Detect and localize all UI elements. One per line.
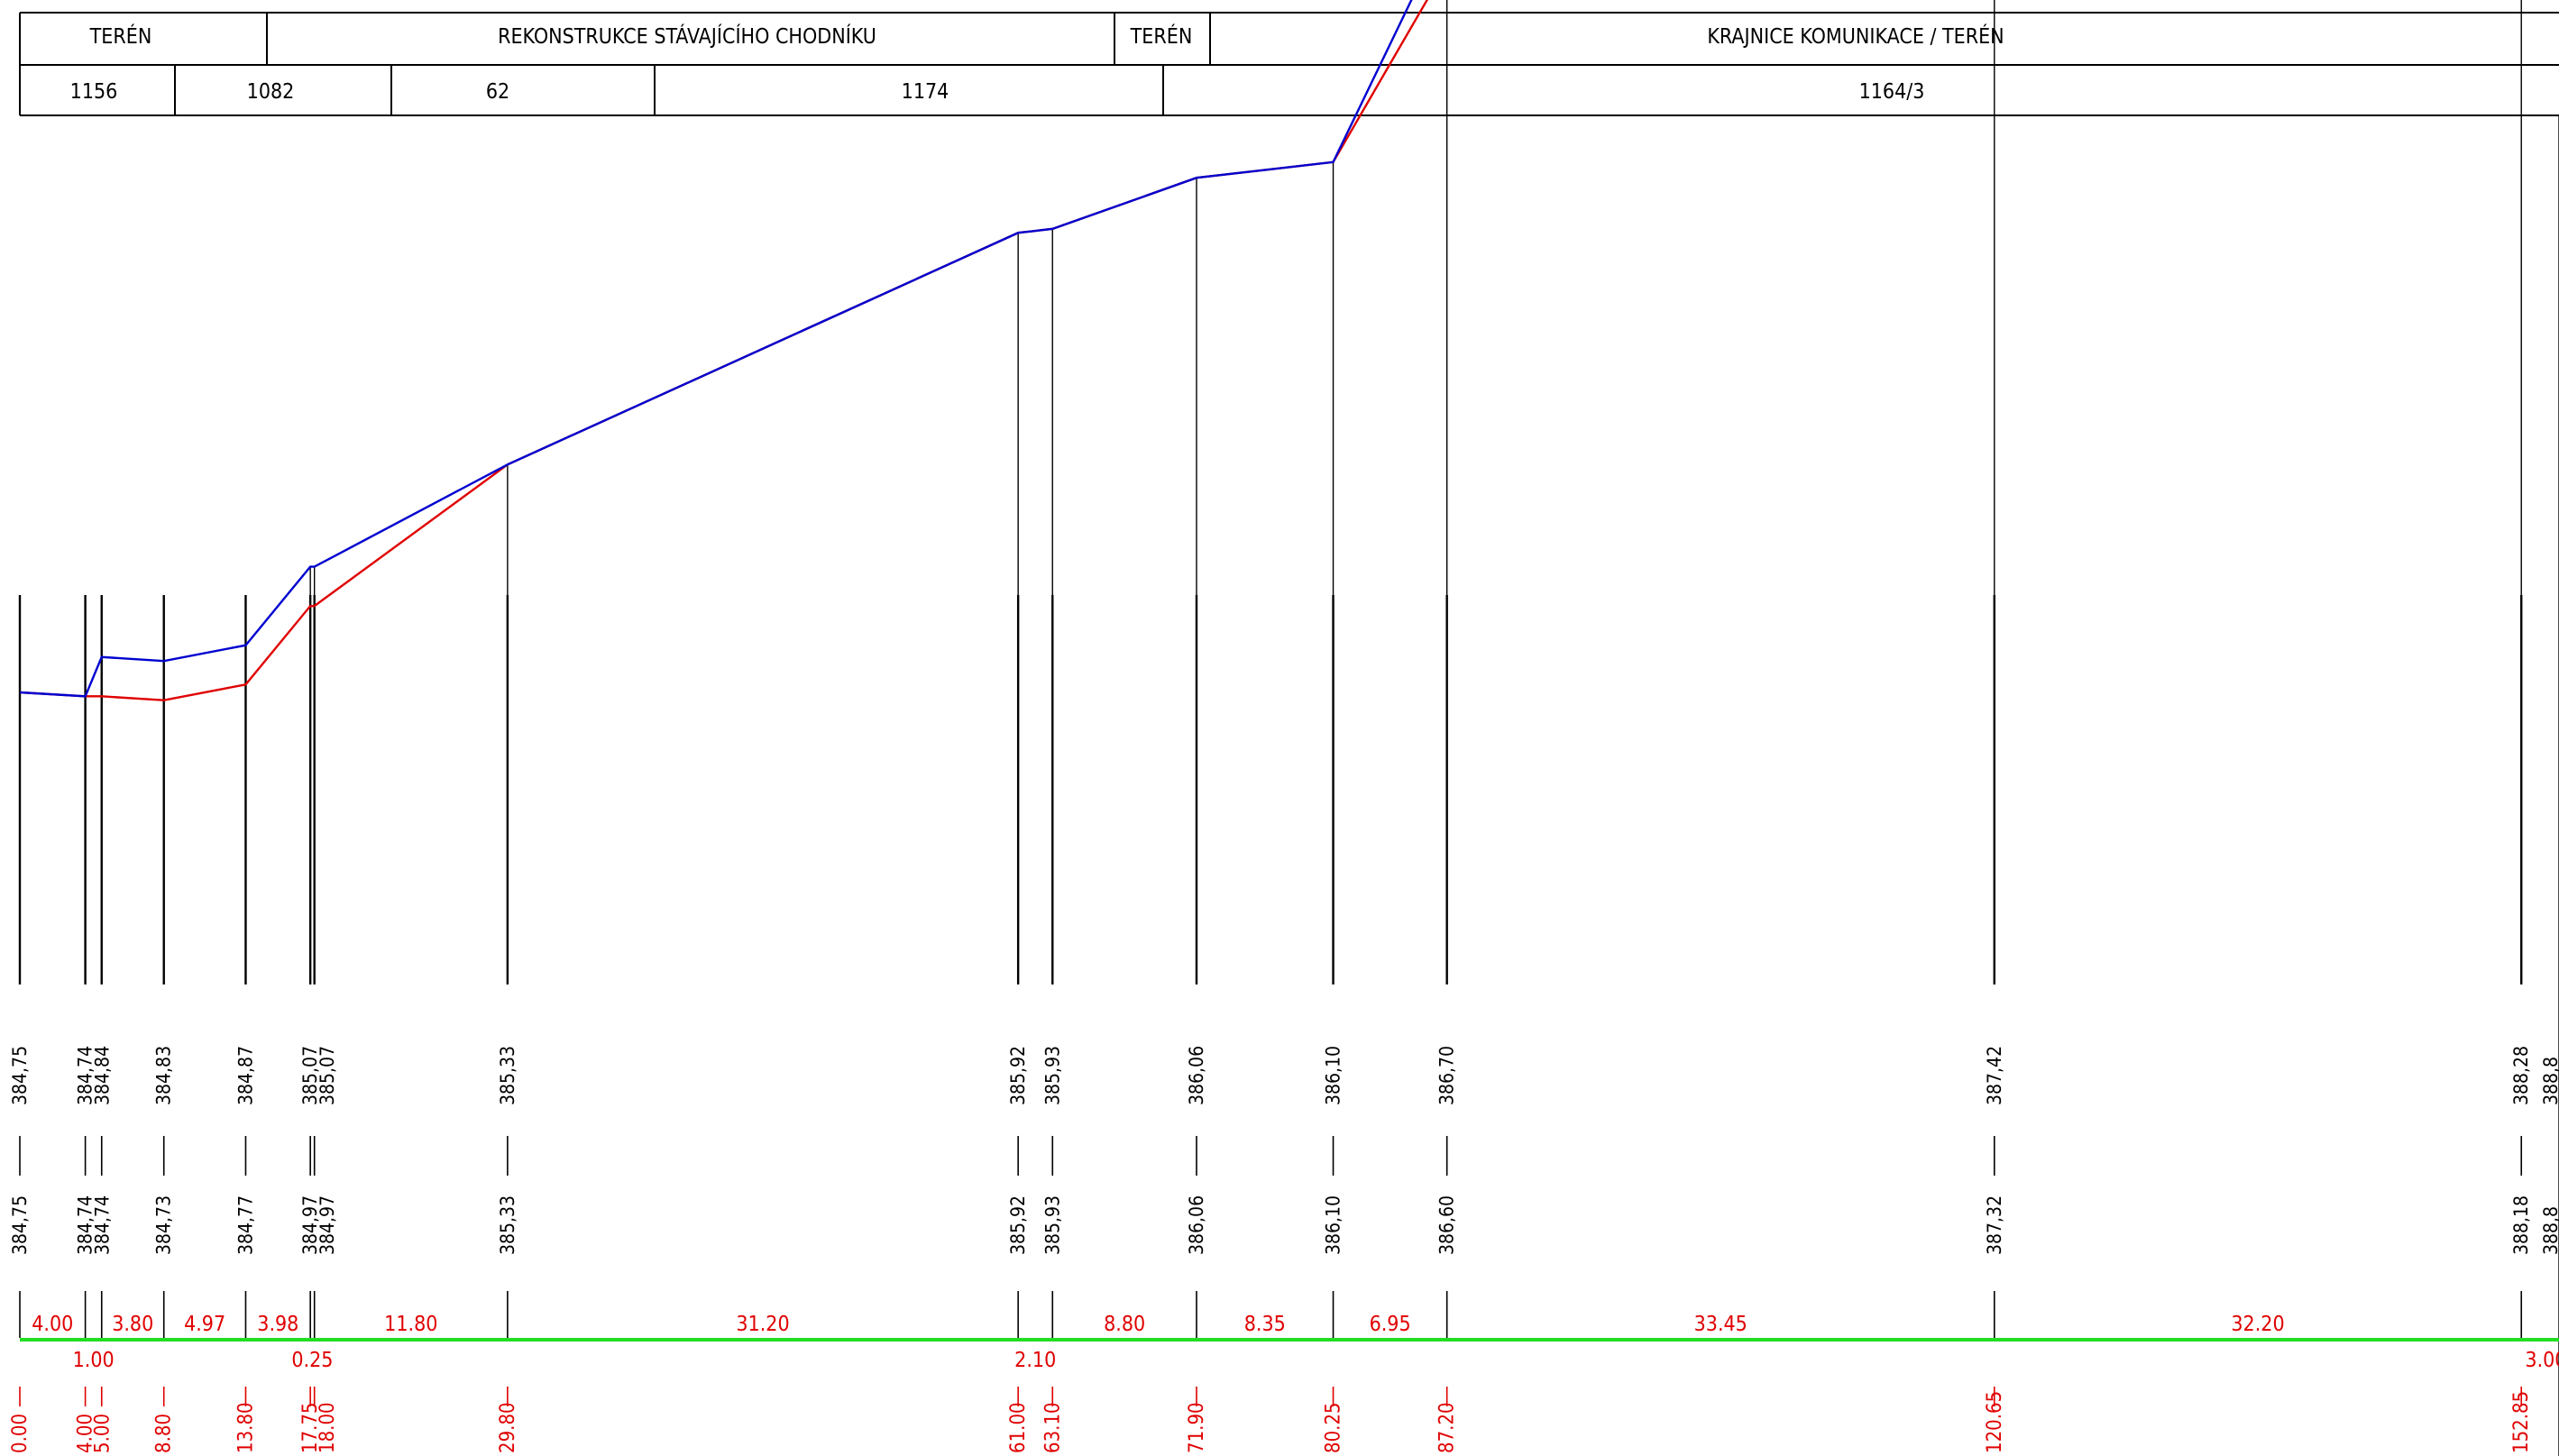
segment-length: 3.80 bbox=[112, 1313, 153, 1336]
dimension-band: 4.00 3.80 4.97 3.98 11.80 31.20 8.80 8.35 6.95 33… bbox=[9, 1313, 2559, 1453]
parcel-1156: 1156 bbox=[70, 80, 118, 104]
station-label: 63.10 bbox=[1041, 1402, 1064, 1453]
profile-lines bbox=[19, 0, 1429, 701]
station-label: 29.80 bbox=[497, 1402, 519, 1453]
existing-elevation-label: 386,06 bbox=[1186, 1195, 1207, 1255]
segment-length: 4.00 bbox=[32, 1313, 73, 1336]
existing-elevation-label: 386,10 bbox=[1323, 1195, 1344, 1255]
segment-length: 8.35 bbox=[1244, 1313, 1286, 1336]
existing-elevation-label: 385,33 bbox=[497, 1195, 518, 1255]
station-label: 18.00 bbox=[316, 1402, 339, 1453]
design-elevation-label: 384,74 bbox=[75, 1046, 96, 1105]
segment-length: 31.20 bbox=[736, 1313, 789, 1336]
existing-elevation-label: 388,18 bbox=[2510, 1195, 2532, 1255]
existing-elevation-label: 384,75 bbox=[9, 1195, 31, 1255]
header-table bbox=[19, 12, 2559, 116]
design-elevation-label: 386,10 bbox=[1323, 1046, 1344, 1105]
header-labels: TERÉN REKONSTRUKCE STÁVAJÍCÍHO CHODNÍKU … bbox=[70, 23, 2004, 104]
station-label: 13.80 bbox=[234, 1402, 257, 1453]
parcel-1174: 1174 bbox=[902, 80, 949, 104]
design-elevation-label: 385,07 bbox=[316, 1046, 338, 1105]
existing-elevation-label: 387,32 bbox=[1984, 1195, 2005, 1255]
design-elevation-label: 388,8 bbox=[2540, 1057, 2559, 1105]
station-label: 61.00 bbox=[1007, 1402, 1030, 1453]
design-elevation-label: 387,42 bbox=[1984, 1046, 2005, 1105]
header-cell-teren-1: TERÉN bbox=[89, 23, 152, 49]
segment-length-short: 1.00 bbox=[73, 1349, 115, 1372]
station-label: 0.00 bbox=[9, 1414, 32, 1453]
station-label: 71.90 bbox=[1186, 1402, 1208, 1453]
design-elevation-label: 384,84 bbox=[92, 1046, 114, 1105]
segment-length: 4.97 bbox=[184, 1313, 225, 1336]
existing-elevation-label: 386,60 bbox=[1436, 1195, 1458, 1255]
segment-length: 8.80 bbox=[1104, 1313, 1145, 1336]
existing-elevation-label: 384,73 bbox=[153, 1195, 175, 1255]
station-verticals bbox=[18, 0, 2559, 1456]
station-label: 4.00 bbox=[75, 1414, 97, 1453]
existing-elevation-label: 384,74 bbox=[75, 1195, 96, 1255]
existing-elevation-label: 384,74 bbox=[92, 1195, 114, 1255]
segment-length-short: 0.25 bbox=[291, 1349, 333, 1372]
station-label: 8.80 bbox=[153, 1414, 176, 1453]
segment-length: 3.98 bbox=[257, 1313, 298, 1336]
design-elevation-label: 384,75 bbox=[9, 1046, 31, 1105]
design-elevation-label: 385,07 bbox=[299, 1046, 321, 1105]
segment-length: 6.95 bbox=[1370, 1313, 1411, 1336]
segment-length: 11.80 bbox=[384, 1313, 437, 1336]
station-label: 80.25 bbox=[1323, 1402, 1345, 1453]
segment-length: 33.45 bbox=[1694, 1313, 1747, 1336]
design-elevation-label: 386,06 bbox=[1186, 1046, 1207, 1105]
header-cell-krajnice: KRAJNICE KOMUNIKACE / TERÉN bbox=[1707, 23, 2004, 49]
existing-elevation-label: 384,77 bbox=[234, 1195, 256, 1255]
existing-elevation-label: 385,93 bbox=[1041, 1195, 1063, 1255]
header-cell-rekonstrukce: REKONSTRUKCE STÁVAJÍCÍHO CHODNÍKU bbox=[498, 23, 876, 49]
design-elevation-label: 385,93 bbox=[1041, 1046, 1063, 1105]
existing-elevation-label: 388,8 bbox=[2540, 1206, 2559, 1255]
station-label: 17.75 bbox=[299, 1402, 322, 1453]
existing-elevation-label: 384,97 bbox=[299, 1195, 321, 1255]
parcel-1164-3: 1164/3 bbox=[1859, 80, 1925, 104]
design-elevation-label: 384,83 bbox=[153, 1046, 175, 1105]
design-elevation-label: 384,87 bbox=[234, 1046, 256, 1105]
design-elevation-label: 386,70 bbox=[1436, 1046, 1458, 1105]
parcel-62: 62 bbox=[486, 80, 509, 104]
design-elevation-label: 385,33 bbox=[497, 1046, 518, 1105]
existing-terrain-line bbox=[19, 0, 1429, 701]
parcel-1082: 1082 bbox=[247, 80, 295, 104]
existing-elevation-label: 384,97 bbox=[316, 1195, 338, 1255]
station-label: 152.85 bbox=[2510, 1391, 2533, 1453]
design-elevation-label: 388,28 bbox=[2510, 1046, 2532, 1105]
station-label: 5.00 bbox=[92, 1414, 115, 1453]
existing-elevation-label: 385,92 bbox=[1007, 1195, 1029, 1255]
segment-length-short: 2.10 bbox=[1014, 1349, 1056, 1372]
design-elevation-label: 385,92 bbox=[1007, 1046, 1029, 1105]
segment-length: 32.20 bbox=[2231, 1313, 2284, 1336]
header-cell-teren-2: TERÉN bbox=[1130, 23, 1193, 49]
segment-length-short: 3.00 bbox=[2525, 1349, 2559, 1372]
design-profile-line bbox=[19, 0, 1413, 698]
station-label: 120.65 bbox=[1984, 1391, 2006, 1453]
station-label: 87.20 bbox=[1436, 1402, 1459, 1453]
